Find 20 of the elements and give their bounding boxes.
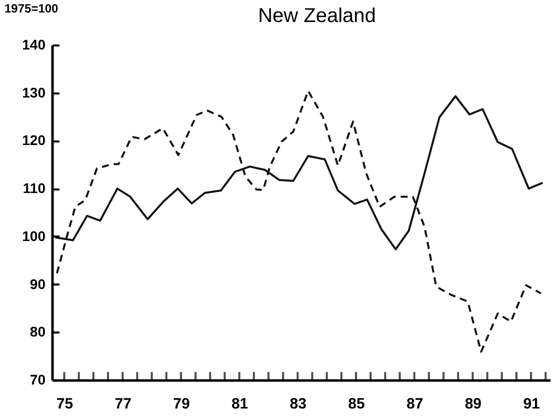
line-series	[56, 90, 542, 353]
y-tick-label: 130	[22, 84, 46, 100]
x-tick-label: 81	[231, 396, 248, 412]
y-tick-label: 140	[22, 36, 46, 52]
x-tick-label: 91	[523, 396, 540, 412]
y-tick-label: 90	[30, 276, 46, 292]
y-tick-label: 120	[22, 132, 46, 148]
x-tick-label: 79	[173, 396, 190, 412]
y-tick-label: 110	[22, 180, 46, 196]
x-tick-label: 87	[406, 396, 424, 412]
x-tick-label: 83	[290, 396, 306, 412]
x-tick-label: 89	[464, 396, 482, 412]
chart-title: New Zealand	[258, 5, 376, 27]
x-tick-label: 77	[114, 396, 132, 412]
y-tick-label: 80	[30, 324, 46, 340]
y-tick-label: 70	[30, 372, 46, 388]
x-tick-label: 75	[56, 396, 74, 412]
x-tick-label: 85	[348, 396, 365, 412]
y-axis-title: 1975=100	[4, 2, 59, 16]
y-tick-label: 100	[22, 228, 46, 244]
